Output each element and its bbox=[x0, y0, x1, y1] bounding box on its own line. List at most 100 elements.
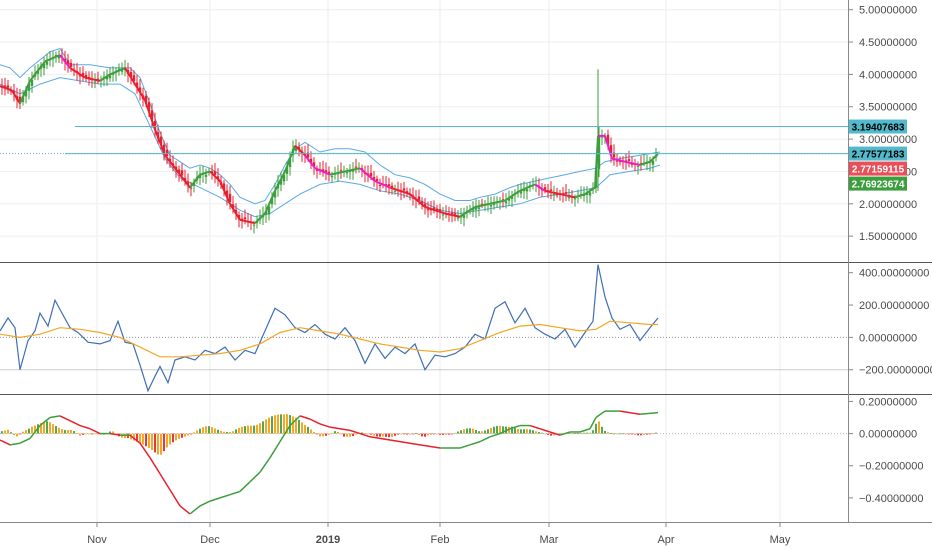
candle-body[interactable] bbox=[375, 178, 379, 182]
candle-body[interactable] bbox=[321, 169, 325, 171]
candle-body[interactable] bbox=[54, 54, 58, 56]
candle-body[interactable] bbox=[24, 89, 28, 97]
candle-body[interactable] bbox=[651, 160, 655, 165]
candle-body[interactable] bbox=[426, 209, 430, 211]
candle-body[interactable] bbox=[474, 207, 478, 210]
candle-body[interactable] bbox=[252, 224, 256, 226]
candle-body[interactable] bbox=[135, 82, 139, 88]
candle-body[interactable] bbox=[393, 190, 397, 192]
candle-body[interactable] bbox=[504, 201, 508, 204]
candle-body[interactable] bbox=[165, 149, 169, 157]
candle-body[interactable] bbox=[129, 71, 133, 78]
candle-body[interactable] bbox=[6, 85, 10, 88]
candle-body[interactable] bbox=[312, 162, 316, 167]
candle-body[interactable] bbox=[186, 181, 190, 186]
candle-body[interactable] bbox=[453, 213, 457, 215]
candle-body[interactable] bbox=[417, 196, 421, 201]
candle-body[interactable] bbox=[267, 206, 271, 215]
candle-body[interactable] bbox=[489, 204, 493, 207]
candle-body[interactable] bbox=[273, 190, 277, 198]
candle-body[interactable] bbox=[438, 209, 442, 211]
candle-body[interactable] bbox=[555, 194, 559, 196]
candle-body[interactable] bbox=[159, 136, 163, 145]
candle-body[interactable] bbox=[522, 189, 526, 192]
candle-body[interactable] bbox=[636, 165, 640, 167]
candle-body[interactable] bbox=[462, 215, 466, 218]
candle-body[interactable] bbox=[609, 145, 613, 155]
candle-body[interactable] bbox=[87, 76, 91, 78]
candle-body[interactable] bbox=[387, 184, 391, 187]
candle-body[interactable] bbox=[420, 201, 424, 205]
candle-body[interactable] bbox=[279, 178, 283, 185]
candle-body[interactable] bbox=[27, 83, 31, 91]
candle-body[interactable] bbox=[93, 81, 97, 83]
candle-body[interactable] bbox=[30, 79, 34, 86]
candle-body[interactable] bbox=[153, 121, 157, 130]
candle-body[interactable] bbox=[117, 68, 121, 70]
candle-body[interactable] bbox=[630, 163, 634, 165]
candle-body[interactable] bbox=[627, 159, 631, 161]
oscillator-line[interactable] bbox=[0, 264, 659, 393]
candle-body[interactable] bbox=[189, 187, 193, 189]
candle-body[interactable] bbox=[282, 174, 286, 182]
candle-body[interactable] bbox=[330, 175, 334, 178]
candle-body[interactable] bbox=[225, 190, 229, 198]
candle-body[interactable] bbox=[441, 214, 445, 216]
candle-body[interactable] bbox=[585, 193, 589, 196]
candle-body[interactable] bbox=[501, 199, 505, 201]
candle-body[interactable] bbox=[309, 158, 313, 163]
candle-body[interactable] bbox=[339, 170, 343, 172]
candle-body[interactable] bbox=[405, 191, 409, 193]
candle-body[interactable] bbox=[84, 74, 88, 78]
candle-body[interactable] bbox=[138, 87, 142, 93]
candle-body[interactable] bbox=[327, 171, 331, 174]
candle-body[interactable] bbox=[354, 166, 358, 168]
candle-body[interactable] bbox=[315, 169, 319, 171]
candle-body[interactable] bbox=[597, 135, 601, 170]
candle-body[interactable] bbox=[525, 189, 529, 192]
candle-body[interactable] bbox=[345, 171, 349, 174]
candle-body[interactable] bbox=[567, 197, 571, 199]
candle-body[interactable] bbox=[150, 110, 154, 120]
candle-body[interactable] bbox=[606, 134, 610, 145]
candle-body[interactable] bbox=[147, 102, 151, 112]
candle-body[interactable] bbox=[81, 72, 85, 76]
candle-body[interactable] bbox=[120, 69, 124, 72]
candle-body[interactable] bbox=[402, 188, 406, 191]
candle-body[interactable] bbox=[549, 189, 553, 191]
candle-body[interactable] bbox=[492, 203, 496, 206]
candle-body[interactable] bbox=[477, 207, 481, 209]
candle-body[interactable] bbox=[369, 172, 373, 177]
candle-body[interactable] bbox=[42, 63, 46, 69]
candle-body[interactable] bbox=[543, 187, 547, 190]
candle-body[interactable] bbox=[432, 207, 436, 210]
candle-body[interactable] bbox=[96, 78, 100, 80]
candle-body[interactable] bbox=[132, 75, 136, 82]
candle-body[interactable] bbox=[285, 166, 289, 174]
oscillator-panel[interactable] bbox=[0, 264, 848, 393]
candle-body[interactable] bbox=[561, 193, 565, 195]
candle-body[interactable] bbox=[456, 217, 460, 219]
candle-body[interactable] bbox=[180, 170, 184, 176]
candle-body[interactable] bbox=[3, 85, 7, 88]
candle-body[interactable] bbox=[351, 170, 355, 172]
candle-body[interactable] bbox=[243, 217, 247, 220]
candle-body[interactable] bbox=[510, 196, 514, 199]
candle-body[interactable] bbox=[450, 212, 454, 214]
candle-body[interactable] bbox=[507, 198, 511, 201]
candle-body[interactable] bbox=[588, 192, 592, 196]
candle-body[interactable] bbox=[618, 161, 622, 163]
candle-body[interactable] bbox=[288, 158, 292, 168]
candle-body[interactable] bbox=[552, 193, 556, 195]
candle-body[interactable] bbox=[372, 177, 376, 180]
oscillator-signal-line[interactable] bbox=[0, 320, 658, 358]
candle-body[interactable] bbox=[348, 170, 352, 172]
candle-body[interactable] bbox=[162, 144, 166, 153]
candle-body[interactable] bbox=[612, 152, 616, 158]
price-panel[interactable] bbox=[0, 47, 848, 234]
candle-body[interactable] bbox=[324, 170, 328, 173]
candle-body[interactable] bbox=[204, 174, 208, 177]
candle-body[interactable] bbox=[69, 62, 73, 68]
candle-body[interactable] bbox=[57, 56, 61, 59]
